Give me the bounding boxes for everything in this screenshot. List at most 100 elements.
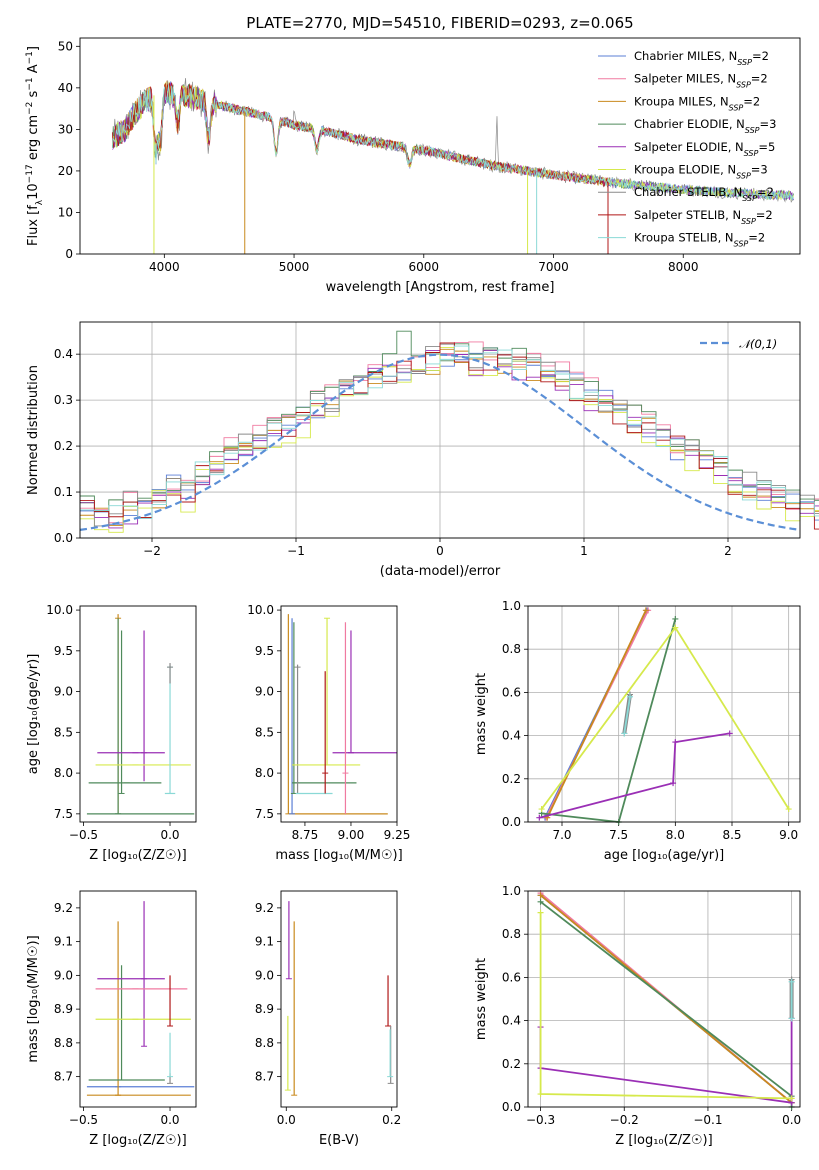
axes-frame	[280, 605, 398, 823]
y-axis-label-part: ]	[26, 46, 41, 51]
histogram-series-step	[80, 350, 819, 529]
legend-nssp: =3	[751, 163, 768, 177]
y-tick-label: 8.8	[54, 1036, 73, 1050]
y-tick-label: 0.4	[502, 729, 521, 743]
data-point-marker	[670, 780, 677, 787]
y-axis-label-part: λ	[35, 199, 45, 205]
y-tick-label: 0.6	[502, 685, 521, 699]
histogram-series-step	[80, 345, 819, 519]
y-tick-label: 0.2	[502, 772, 521, 786]
legend-nssp: =2	[757, 185, 774, 199]
panels: 4000 5000 6000 7000 800001020304050wavelengt…	[25, 37, 819, 1148]
y-tick-label: 0.0	[502, 1100, 521, 1114]
x-tick-label: 7000	[538, 260, 569, 274]
y-tick-label: 8.0	[54, 766, 73, 780]
legend-subscript: SSP	[736, 80, 751, 89]
x-tick-label: 0	[436, 544, 444, 558]
age-vs-mass-panel: 8.75 9.00 9.25 7.5 8.0 8.5 9.0 9.5 10.0 mass [log…	[247, 603, 410, 863]
data-point-marker	[672, 624, 679, 631]
x-tick-label: 0.0	[277, 1113, 296, 1127]
x-tick-label: 8000	[668, 260, 699, 274]
legend-model-name: Salpeter MILES, N	[634, 72, 736, 86]
legend-nssp: =2	[743, 94, 760, 108]
y-axis-label-part: −2	[25, 102, 35, 115]
y-axis-label: Normed distribution	[26, 365, 41, 495]
legend-subscript: SSP	[745, 126, 760, 135]
y-tick-label: 7.5	[255, 807, 274, 821]
histogram-panel: −2 −1 0 1 2 0.0 0.1 0.2 0.3 0.4 (data-model)/error…	[26, 321, 819, 579]
y-axis-label-part: −1	[25, 77, 35, 90]
legend-entry: Chabrier STELIB, NSSP=2	[634, 185, 774, 203]
data-point-marker	[537, 892, 544, 899]
y-tick-label: 30	[58, 122, 73, 136]
legend-nssp: =2	[756, 208, 773, 222]
y-tick-label: 0.4	[502, 1014, 521, 1028]
histogram-series-step	[80, 330, 819, 512]
axes-frame	[527, 890, 801, 1108]
legend-entry: Kroupa MILES, NSSP=2	[634, 94, 760, 112]
y-tick-label: 8.7	[255, 1070, 274, 1084]
y-tick-label: 0.4	[54, 347, 73, 361]
y-tick-label: 0.0	[502, 815, 521, 829]
x-tick-label: 8.0	[666, 828, 685, 842]
legend-subscript: SSP	[734, 239, 749, 248]
y-tick-label: 0.8	[502, 642, 521, 656]
x-tick-label: 4000	[149, 260, 180, 274]
axes-frame	[527, 605, 801, 823]
weight-series-line	[623, 696, 631, 734]
legend-model-name: Chabrier MILES, N	[634, 49, 737, 63]
data-point-marker	[621, 730, 628, 737]
legend-entry: 𝒩(0,1)	[739, 337, 777, 351]
axes-frame	[79, 321, 801, 539]
y-axis-label-part: s	[26, 90, 41, 101]
y-tick-label: 8.8	[255, 1036, 274, 1050]
y-tick-label: 0.1	[54, 485, 73, 499]
legend-nssp: =3	[760, 117, 777, 131]
y-tick-label: 9.0	[255, 968, 274, 982]
mass-vs-Z-panel: −0.5 0.0 8.7 8.8 8.9 9.0 9.1 9.2 Z [log₁₀(Z/Z☉)]…	[26, 890, 197, 1148]
legend-entry: Kroupa ELODIE, NSSP=3	[634, 163, 768, 181]
y-tick-label: 0.0	[54, 531, 73, 545]
y-tick-label: 9.5	[255, 644, 274, 658]
data-point-marker	[537, 898, 544, 905]
y-axis-label: Flux [fλ10−17 erg cm−2 s−1 A−1]	[25, 46, 45, 246]
legend-nssp: =2	[748, 231, 765, 245]
legend-model-name: Chabrier STELIB, N	[634, 185, 742, 199]
y-tick-label: 0.6	[502, 970, 521, 984]
y-tick-label: 9.0	[54, 685, 73, 699]
y-axis-label-part: Flux [f	[26, 205, 41, 246]
y-tick-label: 0.3	[54, 393, 73, 407]
y-tick-label: 9.5	[54, 644, 73, 658]
x-tick-label: 9.00	[338, 828, 365, 842]
gaussian-reference-line	[79, 353, 801, 531]
x-tick-label: 6000	[409, 260, 440, 274]
x-tick-label: 9.25	[384, 828, 411, 842]
x-axis-label: E(B-V)	[319, 1133, 359, 1148]
x-tick-label: 7.0	[552, 828, 571, 842]
legend-entry: Salpeter ELODIE, NSSP=5	[634, 140, 775, 158]
y-tick-label: 9.2	[255, 901, 274, 915]
legend-nssp: =2	[751, 72, 768, 86]
axes-frame	[280, 890, 398, 1108]
data-point-marker	[672, 739, 679, 746]
y-tick-label: 10	[58, 205, 73, 219]
y-axis-label-part: erg cm	[26, 115, 41, 164]
y-tick-label: 0	[65, 247, 73, 261]
data-point-marker	[627, 693, 633, 700]
y-tick-label: 9.1	[255, 935, 274, 949]
x-tick-label: −1	[287, 544, 305, 558]
data-point-marker	[672, 615, 679, 622]
histogram-series-step	[80, 348, 819, 526]
histogram-series-step	[80, 347, 819, 533]
x-axis-label: mass [log₁₀(M/M☉)]	[275, 848, 402, 863]
y-tick-label: 0.8	[502, 927, 521, 941]
x-tick-label: 0.0	[782, 1113, 801, 1127]
y-tick-label: 8.0	[255, 766, 274, 780]
axes-frame	[79, 890, 197, 1108]
legend-entry: Salpeter STELIB, NSSP=2	[634, 208, 773, 226]
y-tick-label: 8.5	[54, 725, 73, 739]
x-tick-label: 8.5	[722, 828, 741, 842]
data-point-marker	[788, 978, 795, 985]
y-tick-label: 0.2	[502, 1057, 521, 1071]
x-axis-label: Z [log₁₀(Z/Z☉)]	[89, 848, 186, 863]
